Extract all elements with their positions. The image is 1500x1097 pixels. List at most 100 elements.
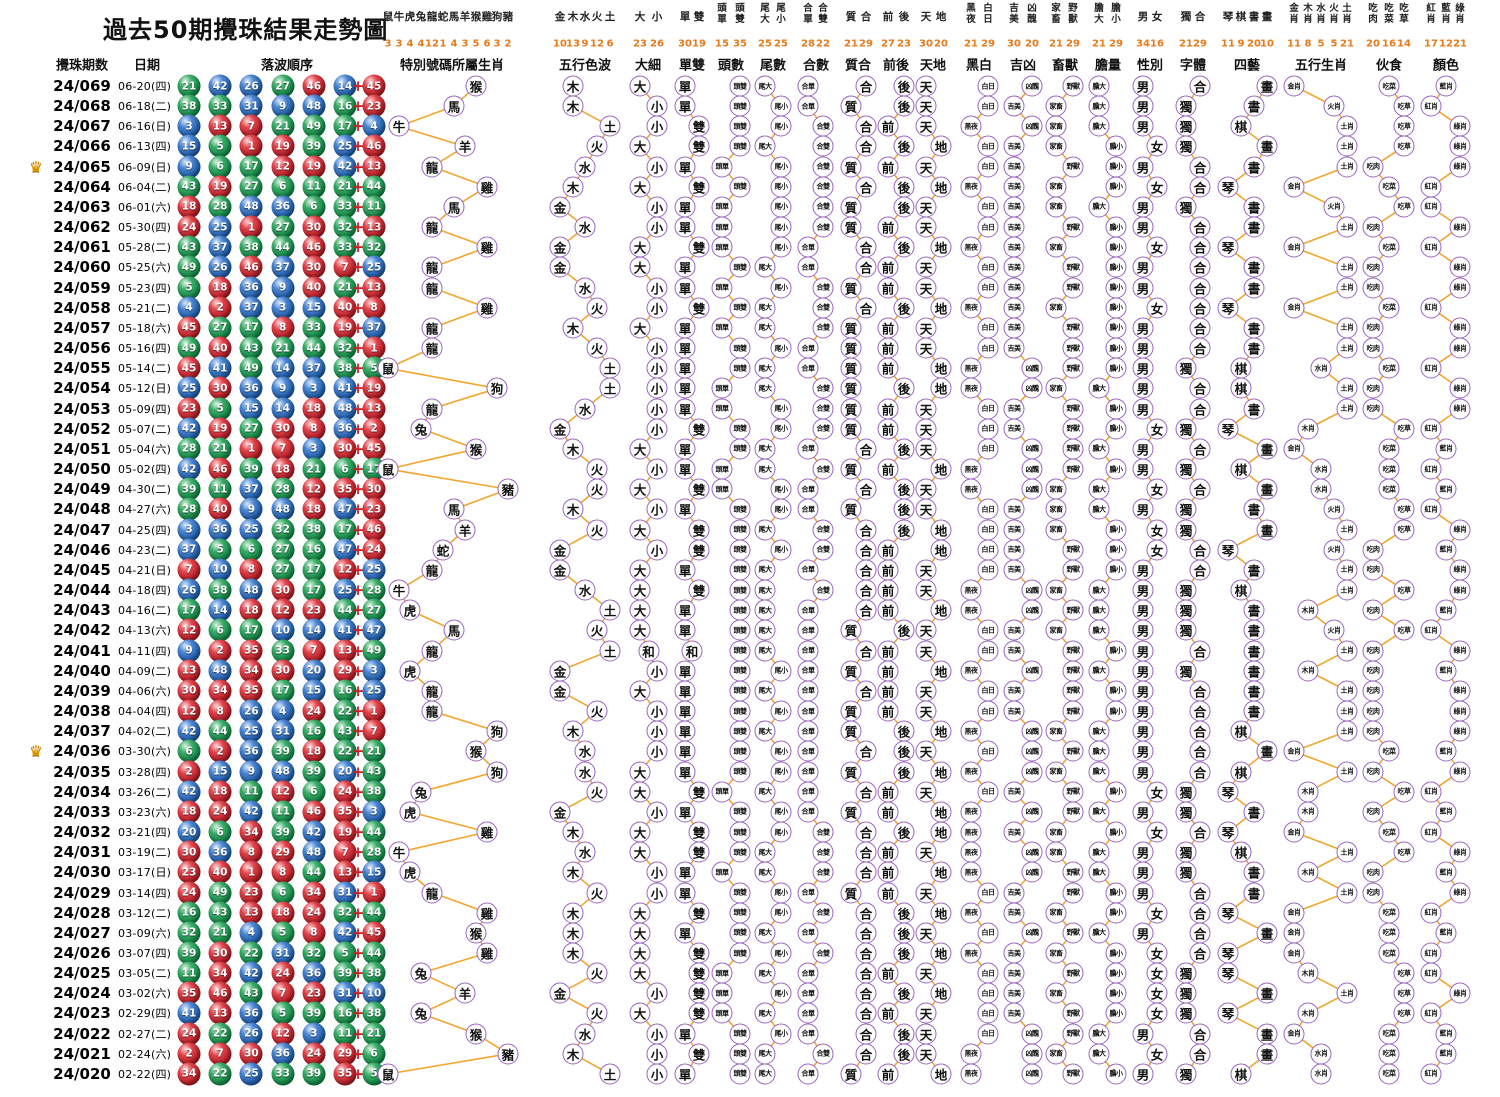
luck-node: 凶醜 [1021,660,1043,682]
elemz-header-count: 8 [1304,38,1312,50]
lotto-ball: 17 [239,155,263,179]
size-header-label: 小 [651,11,663,23]
color-header-label: 藍肖 [1441,3,1451,25]
color-node: 藍肖 [1435,539,1457,561]
luck-node: 吉美 [1003,902,1025,924]
bold-node: 膽大 [1088,720,1110,742]
tail-node: 尾大 [754,640,776,662]
sky-node: 地 [930,660,952,682]
bold-node: 膽大 [1088,95,1110,117]
lotto-ball: 33 [302,316,326,340]
animal-node: 家畜 [1045,297,1067,319]
draw-date: 06-09(日) [118,160,172,174]
lotto-ball: 25 [239,518,263,542]
lotto-ball: 5 [177,276,201,300]
animal-node: 野獸 [1062,801,1084,823]
size-node: 大 [629,922,651,944]
lotto-ball: 14 [333,74,357,98]
sum-node: 合雙 [812,821,834,843]
zodiac-header-count: 3 [395,38,403,50]
luck-node: 吉美 [1003,418,1025,440]
lotto-ball: 7 [302,639,326,663]
special-ball: 23 [362,94,386,118]
lotto-ball: 6 [302,780,326,804]
size-node: 小 [646,95,668,117]
fb-node: 前 [877,216,899,238]
food-node: 吃菜 [1378,236,1400,258]
animal-header-char: 獸 [1068,14,1078,25]
special-ball: 32 [362,235,386,259]
period-label: 24/027 [53,923,111,942]
fb-node: 前 [877,700,899,722]
tail-node: 尾小 [770,740,792,762]
plus-icon: + [351,298,365,317]
color-node: 綠肖 [1449,640,1471,662]
sum-node: 合雙 [812,942,834,964]
period-label: 24/028 [53,903,111,922]
bold-node: 膽小 [1105,882,1127,904]
lotto-ball: 44 [302,336,326,360]
head-node: 頭雙 [729,1043,751,1065]
special-ball: 28 [362,578,386,602]
luck-node: 凶醜 [1021,801,1043,823]
tail-node: 尾小 [770,115,792,137]
draw-date: 06-04(二) [118,180,172,194]
lotto-ball: 32 [271,518,295,542]
lotto-ball: 3 [177,114,201,138]
period-label: 24/061 [53,238,111,257]
zodiac-node: 鼠 [377,458,399,480]
zodiac-node: 龍 [421,317,443,339]
lotto-ball: 38 [239,235,263,259]
bold-node: 膽大 [1088,619,1110,641]
animal-node: 野獸 [1062,1002,1084,1024]
animal-node: 野獸 [1062,357,1084,379]
lotto-ball: 7 [239,114,263,138]
color-node: 藍肖 [1435,1023,1457,1045]
lotto-ball: 17 [271,679,295,703]
head-node: 頭雙 [729,559,751,581]
lotto-ball: 43 [333,719,357,743]
zodiac-node: 龍 [421,277,443,299]
lotto-ball: 30 [208,376,232,400]
lotto-ball: 30 [271,417,295,441]
lotto-ball: 12 [177,618,201,642]
food-node: 吃肉 [1362,801,1384,823]
bold-node: 膽小 [1105,256,1127,278]
zodiac-node: 龍 [421,700,443,722]
lotto-ball: 32 [177,921,201,945]
food-node: 吃草 [1393,579,1415,601]
zodiac-header-label: 豬 [502,11,514,23]
tail-node: 尾大 [754,720,776,742]
sum-node: 合單 [797,640,819,662]
special-ball: 43 [362,760,386,784]
size-node: 大 [629,619,651,641]
fb-node: 前 [877,781,899,803]
food-node: 吃肉 [1362,680,1384,702]
food-node: 吃肉 [1362,216,1384,238]
elemz-node: 土肖 [1336,761,1358,783]
head-node: 頭單 [711,478,733,500]
tail-node: 尾大 [754,841,776,863]
tail-node: 尾小 [770,337,792,359]
lotto-ball: 25 [333,578,357,602]
glyph-node: 合 [1189,539,1211,561]
size-node: 小 [646,660,668,682]
draw-date: 02-29(四) [118,1007,172,1021]
size-node: 大 [629,256,651,278]
fb-node: 後 [893,196,915,218]
tail-node: 尾小 [770,982,792,1004]
special-ball: 44 [362,175,386,199]
color-node: 綠肖 [1449,377,1471,399]
elemz-header-char: 木 [1303,3,1313,14]
element-header-label: 土 [604,11,616,23]
lotto-ball: 46 [302,74,326,98]
luck-node: 吉美 [1003,962,1025,984]
sky-node: 天 [915,317,937,339]
bold-node: 膽小 [1105,236,1127,258]
lotto-ball: 11 [208,477,232,501]
lotto-ball: 36 [333,417,357,441]
fb-node: 後 [893,135,915,157]
art-header-label: 琴 [1222,11,1234,23]
art-node: 琴 [1217,1002,1239,1024]
prime-node: 合 [855,559,877,581]
